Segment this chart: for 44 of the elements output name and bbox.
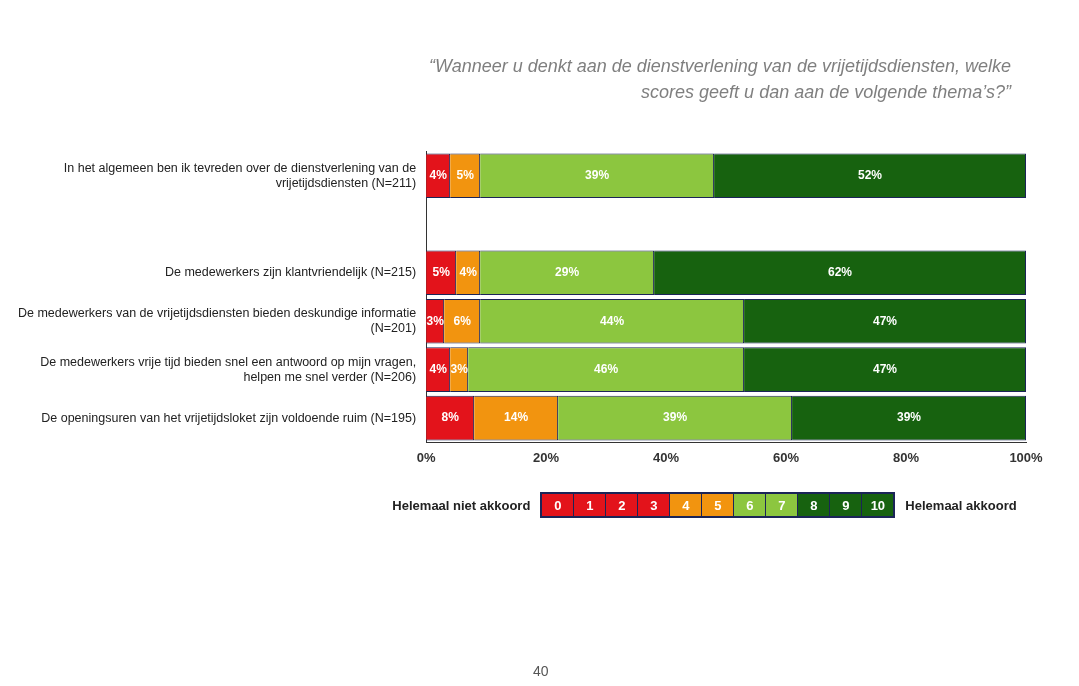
text: 6 — [733, 494, 766, 516]
x-tick-label: 0% — [416, 449, 436, 465]
data-label: 5% — [456, 168, 475, 183]
data-label: 4% — [429, 168, 448, 183]
data-label: 62% — [828, 265, 853, 280]
data-label: 39% — [897, 410, 922, 425]
text: 7 — [765, 494, 798, 516]
text: Helemaal niet akkoord — [392, 497, 531, 513]
y-tick-label: De medewerkers zijn klantvriendelijk (N=215) — [164, 265, 417, 280]
text: 3 — [637, 494, 670, 516]
data-label: 6% — [453, 313, 472, 328]
data-label: 4% — [429, 361, 448, 376]
text: 1 — [573, 494, 606, 516]
x-tick-label: 40% — [653, 449, 680, 465]
x-tick-label: 20% — [533, 449, 560, 465]
data-label: 29% — [555, 265, 580, 280]
data-label: 46% — [594, 361, 619, 376]
text: 0 — [542, 494, 574, 516]
y-tick-label: De medewerkers vrije tijd bieden snel een antwoord op mijn vragen, helpen me snel verder (N=206) — [40, 354, 417, 384]
x-tick-label: 100% — [1009, 449, 1044, 465]
data-label: 8% — [441, 410, 460, 425]
y-tick-label: In het algemeen ben ik tevreden over de dienstverlening van de vrijetijdsdiensten (N=211) — [63, 160, 417, 190]
text: 10 — [861, 494, 894, 516]
text: 5 — [701, 494, 734, 516]
text: 9 — [829, 494, 862, 516]
x-tick-label: 80% — [893, 449, 920, 465]
data-label: 4% — [459, 265, 478, 280]
y-tick-label: De openingsuren van het vrijetijdsloket zijn voldoende ruim (N=195) — [41, 410, 417, 425]
x-tick-label: 60% — [773, 449, 800, 465]
text: 40 — [533, 663, 549, 679]
chart-title: “Wanneer u denkt aan de dienstverlening van de vrijetijdsdiensten, welke scores geeft u dan aan de volgende thema’s?” — [427, 55, 1011, 104]
data-label: 14% — [504, 410, 529, 425]
data-label: 39% — [663, 410, 688, 425]
data-label: 52% — [858, 168, 883, 183]
data-label: 47% — [873, 313, 898, 328]
text: 2 — [605, 494, 638, 516]
data-label: 39% — [585, 168, 610, 183]
text: 4 — [669, 494, 702, 516]
data-label: 5% — [432, 265, 451, 280]
data-label: 47% — [873, 361, 898, 376]
y-tick-label: De medewerkers van de vrijetijdsdiensten bieden deskundige informatie (N=201) — [18, 306, 417, 336]
text: 8 — [797, 494, 830, 516]
data-label: 44% — [600, 313, 625, 328]
text: Helemaal akkoord — [905, 497, 1017, 513]
